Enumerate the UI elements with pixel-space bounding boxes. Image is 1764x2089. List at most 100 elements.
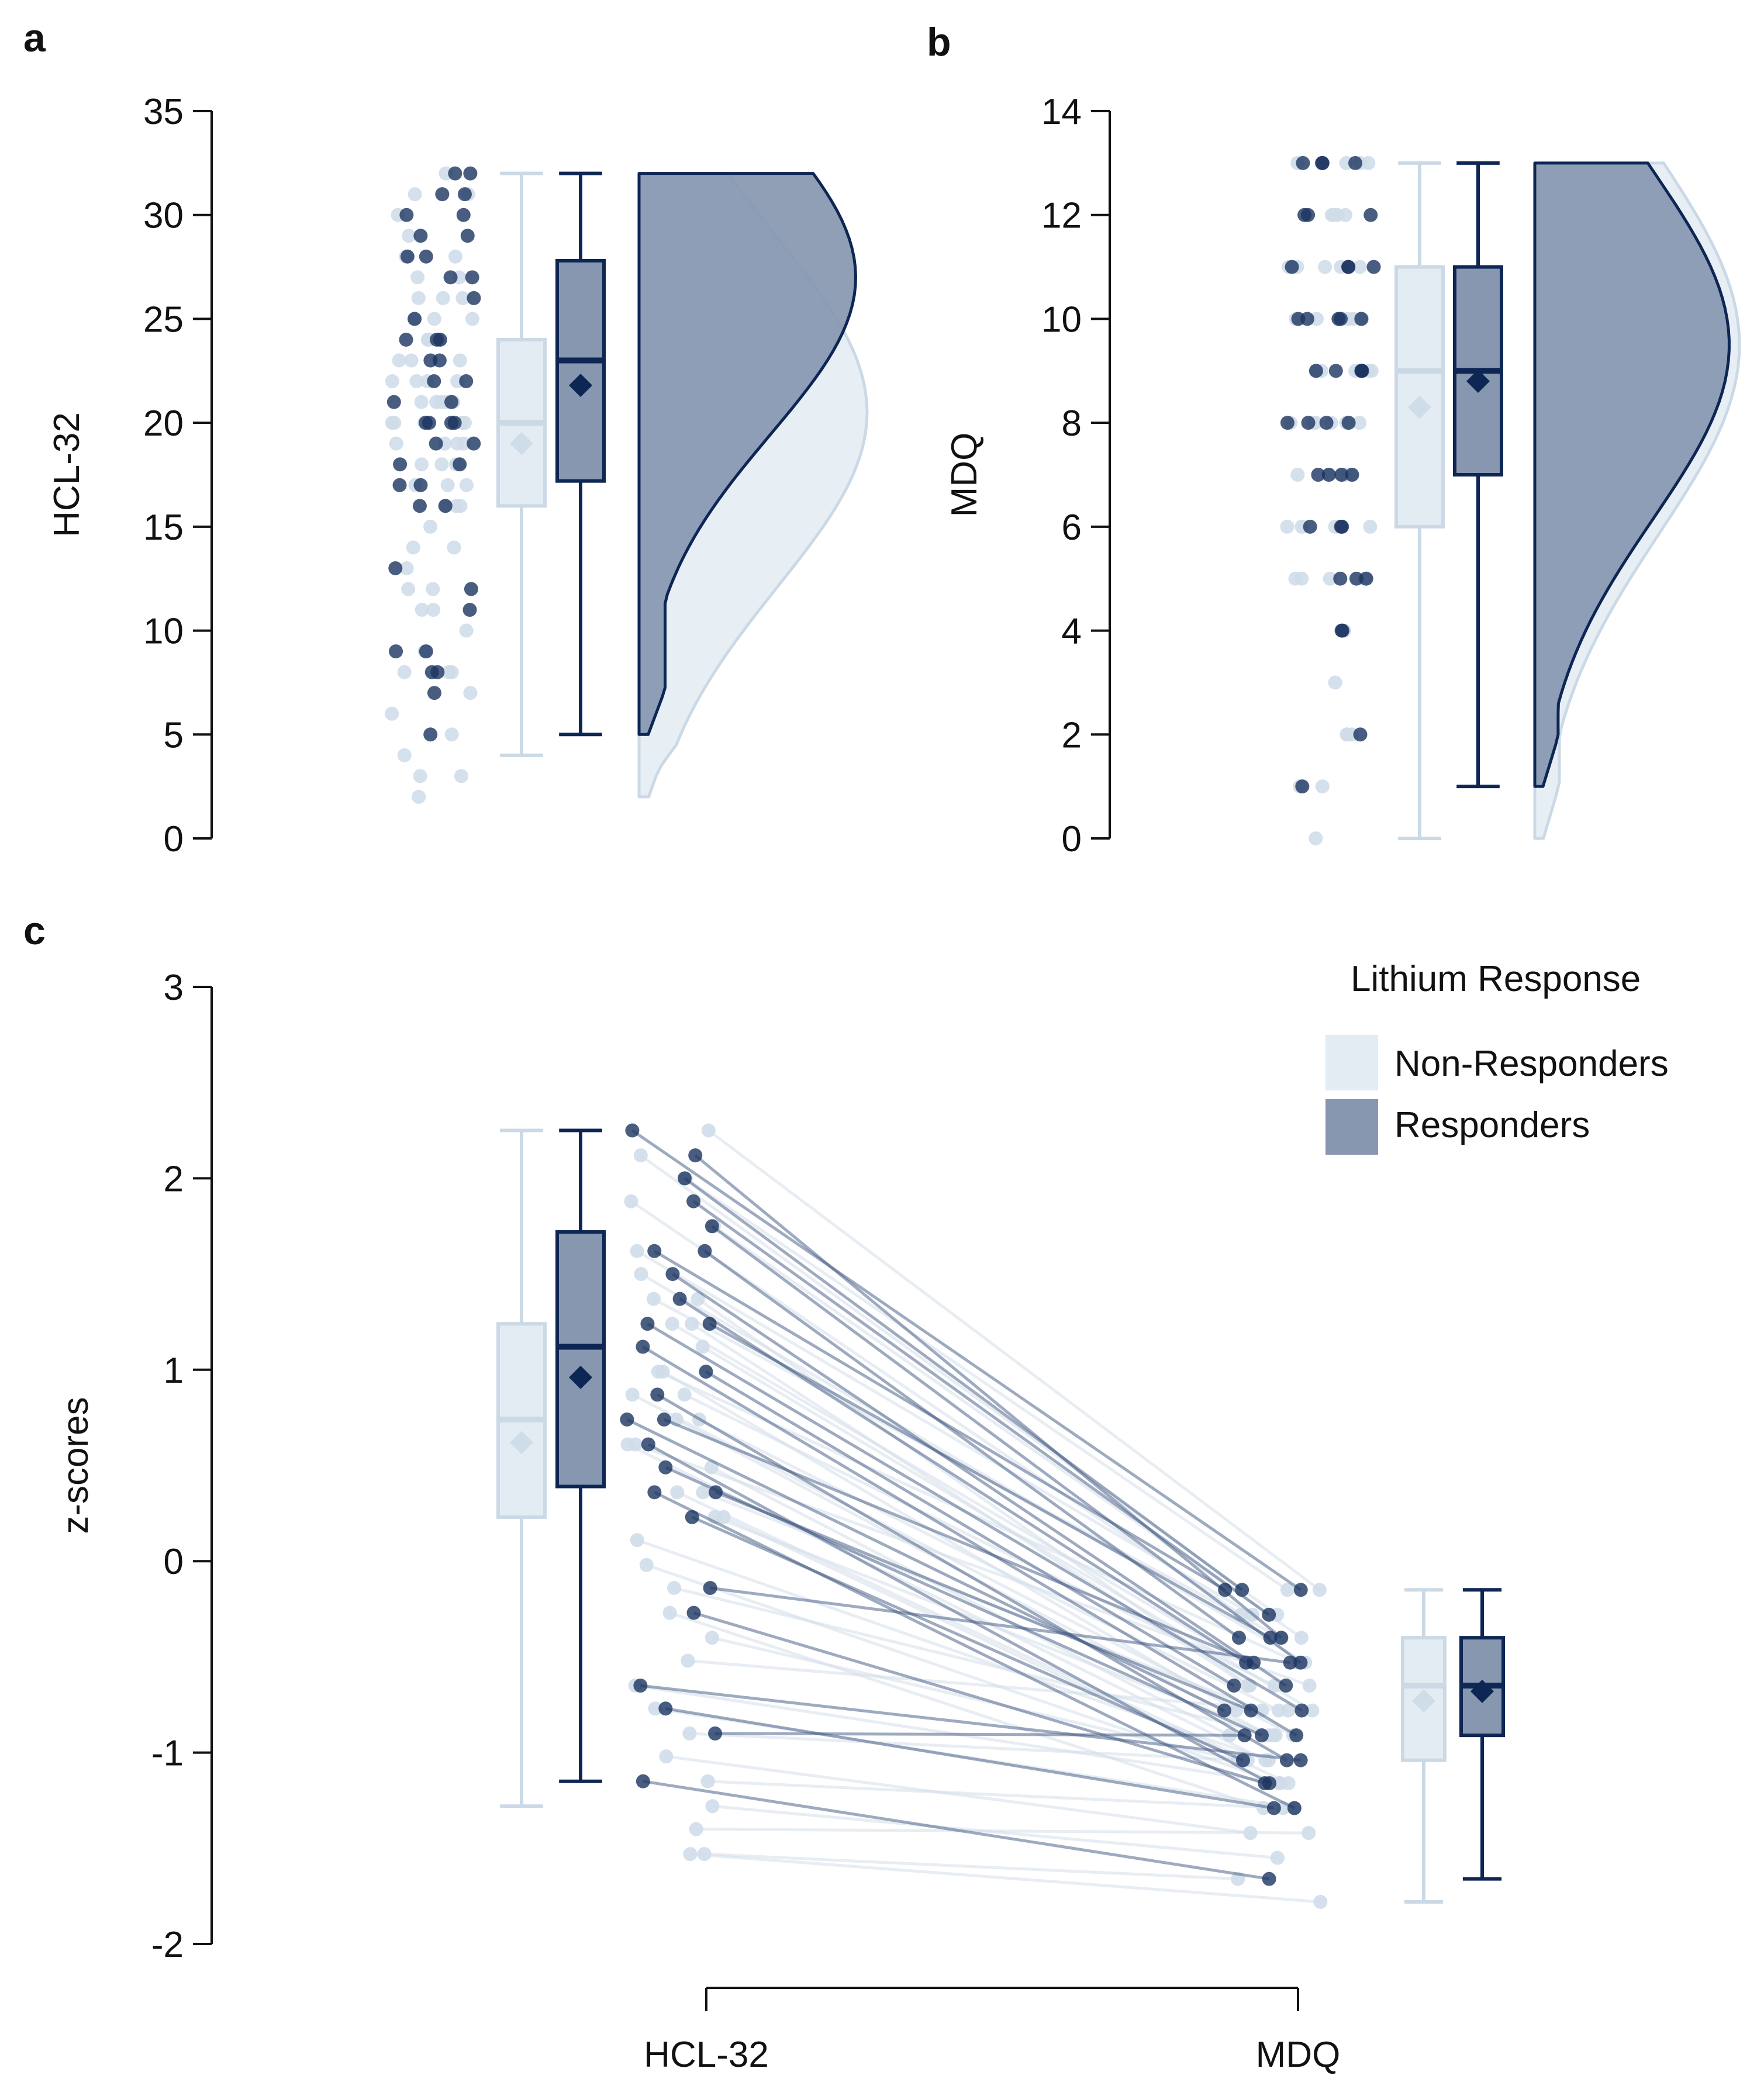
point-hcl [701,1123,716,1138]
point-responder [465,270,479,285]
point-hcl [696,1485,710,1500]
point-hcl [662,1605,677,1620]
point-non-responder [402,229,416,243]
point-responder [393,457,408,472]
pair-line [694,1154,1282,1639]
point-hcl [665,1267,680,1282]
point-non-responder [1280,519,1294,534]
legend-label-non-responders: Non-Responders [1394,1044,1669,1084]
point-responder [423,727,438,742]
point-non-responder [413,769,427,783]
pair-line [665,1707,1275,1810]
point-hcl [698,1244,712,1258]
point-responder [413,478,428,492]
panel-a-raincloud: 0 5 10 15 20 25 30 35 HCL-32 [47,92,869,859]
point-hcl [647,1244,662,1258]
point-responder [1359,571,1373,586]
point-non-responder [415,603,429,617]
point-hcl [655,1365,670,1379]
pair-line [674,1586,1276,1737]
point-hcl [630,1533,644,1548]
point-non-responder [465,312,479,326]
pair-line [691,1515,1244,1762]
box-hcl-responders-mean-marker [569,1365,592,1389]
point-non-responder [448,249,462,264]
pair-line [689,1732,1245,1762]
point-responder [444,416,458,430]
point-hcl [624,1194,638,1208]
point-responder [459,374,474,389]
point-hcl [695,1339,710,1354]
panel-b-raincloud: 0 2 4 6 8 10 12 14 MDQ [944,92,1741,859]
point-mdq [1235,1753,1250,1767]
point-mdq [1262,1872,1276,1886]
y-tick-label: 3 [164,968,184,1008]
point-mdq [1293,1753,1308,1767]
point-responder [430,665,445,679]
point-responder [467,291,481,305]
y-tick-label: 10 [1041,299,1082,340]
legend-swatch-non-responders [1325,1035,1378,1090]
point-non-responder [1327,208,1341,222]
point-hcl [640,1317,655,1331]
point-mdq [1254,1728,1269,1743]
point-hcl [708,1726,723,1741]
point-non-responder [1315,779,1330,794]
point-non-responder [1328,675,1342,690]
point-responder [392,478,407,492]
point-mdq [1281,1703,1296,1718]
point-non-responder [401,582,416,596]
point-mdq [1289,1728,1304,1743]
point-mdq [1279,1679,1293,1693]
point-hcl [630,1244,644,1258]
point-non-responder [397,748,412,762]
point-hcl [657,1412,671,1427]
density-responders [1533,161,1731,788]
point-mdq [1312,1583,1327,1597]
point-hcl [705,1799,720,1814]
point-responder [419,644,433,659]
pair-line [692,1200,1270,1616]
pair-line [662,1370,1237,1712]
point-hcl [646,1292,661,1306]
point-responder [386,395,401,409]
point-hcl [634,1267,648,1282]
point-responder [1296,156,1310,170]
point-responder [1295,779,1310,794]
y-tick-label: 30 [143,196,184,236]
point-hcl [683,1847,698,1862]
point-responder [429,436,443,451]
pair-line [697,1297,1251,1687]
pair-line [666,1755,1251,1835]
point-responder [443,270,458,285]
point-hcl [658,1460,673,1475]
point-non-responder [454,769,468,783]
y-tick-label: 5 [164,715,184,755]
point-hcl [685,1510,699,1524]
point-hcl [625,1123,640,1138]
pair-line [715,1732,1245,1737]
pair-line [626,1418,1225,1712]
y-tick-label: 35 [143,92,184,132]
y-tick-label: 0 [164,819,184,859]
point-hcl [689,1822,703,1836]
point-non-responder [1340,727,1355,742]
pair-line [640,1684,1301,1762]
y-tick-label: 0 [1062,819,1082,859]
point-hcl [639,1558,654,1572]
point-responder [1315,156,1330,170]
point-responder [388,561,403,575]
point-mdq [1237,1728,1252,1743]
point-hcl [665,1317,679,1331]
point-hcl [658,1701,673,1716]
pair-line [703,1249,1240,1639]
point-mdq [1270,1850,1285,1865]
pair-line [654,1491,1296,1810]
panel-b-label: b [927,20,951,64]
point-hcl [677,1387,692,1402]
box-responders-box [555,258,606,483]
point-non-responder [436,291,450,305]
point-mdq [1262,1607,1276,1622]
y-tick-label: 6 [1062,507,1082,548]
